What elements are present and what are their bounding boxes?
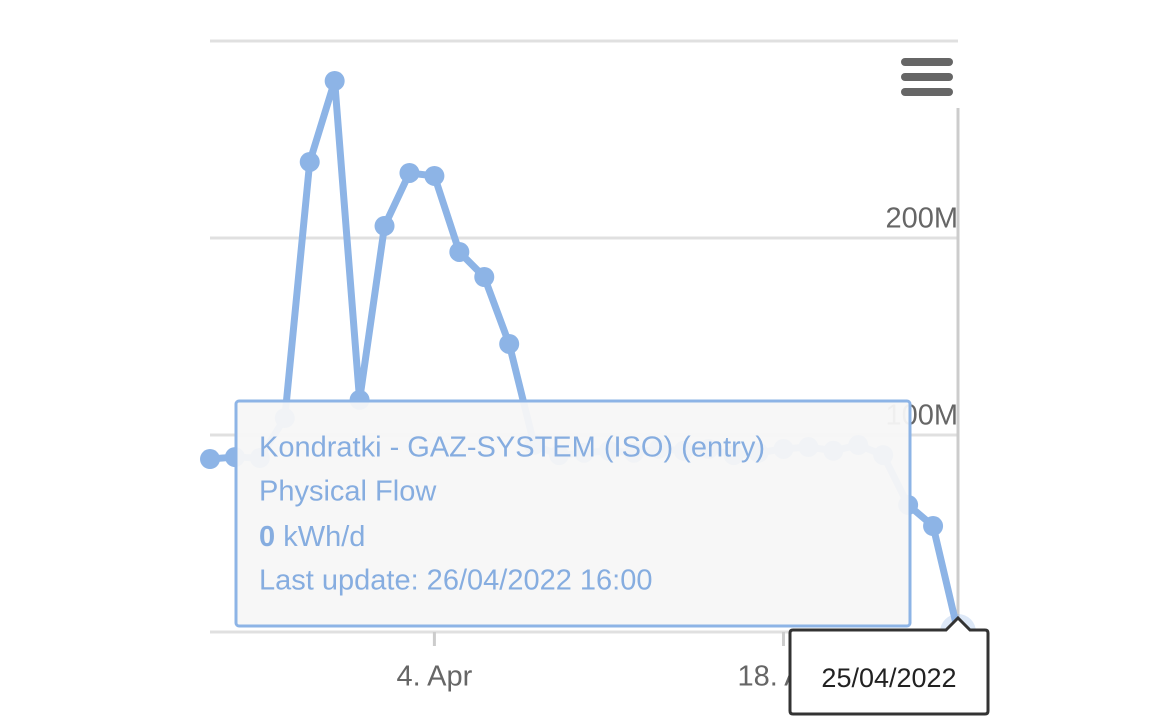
x-tick-label: 4. Apr <box>397 661 473 693</box>
point[interactable] <box>923 516 944 537</box>
y-tick-label: 200M <box>885 203 958 235</box>
tooltip-update: Last update: 26/04/2022 16:00 <box>259 565 652 597</box>
point[interactable] <box>299 151 320 172</box>
tooltip: Kondratki - GAZ-SYSTEM (ISO) (entry) Phys… <box>234 399 912 628</box>
tooltip-metric: Physical Flow <box>259 476 437 508</box>
point[interactable] <box>324 70 345 91</box>
point[interactable] <box>499 333 520 354</box>
tooltip-series: Kondratki - GAZ-SYSTEM (ISO) (entry) <box>259 432 765 464</box>
tooltip-unit: kWh/d <box>283 521 365 553</box>
point[interactable] <box>449 241 470 262</box>
tooltip-value-line: 0 kWh/d <box>259 521 365 553</box>
point[interactable] <box>200 449 220 470</box>
point[interactable] <box>374 215 395 236</box>
point[interactable] <box>424 165 445 186</box>
point[interactable] <box>474 267 495 288</box>
menu-button[interactable] <box>901 58 953 96</box>
menu-bar <box>901 88 953 96</box>
crosshair-date: 25/04/2022 <box>821 663 956 693</box>
tooltip-box <box>234 399 912 628</box>
point[interactable] <box>399 162 420 183</box>
menu-bar <box>901 73 953 81</box>
menu-bar <box>901 58 953 66</box>
tooltip-value: 0 <box>259 521 275 553</box>
crosshair-label: 25/04/2022 <box>788 615 990 716</box>
crosshair-label-box <box>788 615 990 716</box>
